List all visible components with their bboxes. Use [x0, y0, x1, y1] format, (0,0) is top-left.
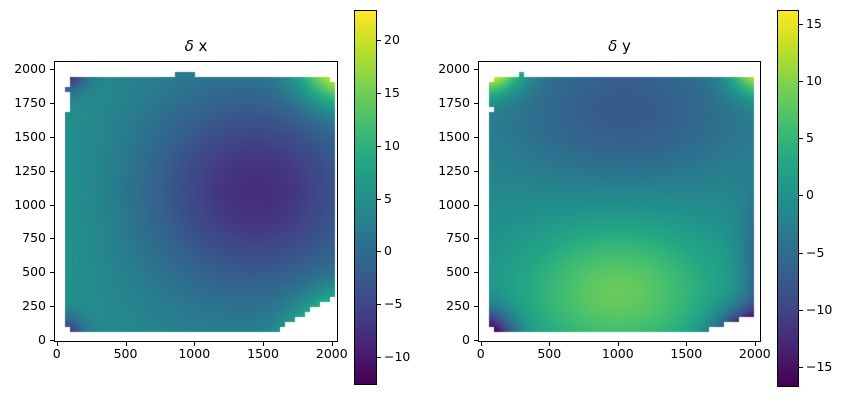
y-tick-label: 1500	[438, 128, 470, 144]
delta-y-colorbar	[777, 10, 799, 387]
colorbar-tick-label: 15	[384, 84, 400, 100]
colorbar-tick-label: 15	[806, 15, 822, 31]
delta-x-colorbar	[354, 10, 377, 385]
y-tick-mark	[474, 238, 478, 240]
colorbar-tick-mark	[377, 304, 381, 306]
y-tick-mark	[474, 136, 478, 138]
y-tick-mark	[50, 204, 54, 206]
delta-x-colorbar-gradient	[355, 11, 376, 384]
colorbar-tick-label: −10	[384, 349, 411, 365]
delta-symbol: δ	[608, 37, 618, 55]
y-tick-label: 250	[446, 298, 470, 314]
y-tick-label: 1000	[14, 196, 46, 212]
delta-symbol: δ	[184, 37, 194, 55]
colorbar-tick-label: 0	[806, 187, 814, 203]
colorbar-tick-label: −5	[384, 296, 403, 312]
x-tick-mark	[549, 342, 551, 346]
colorbar-tick-mark	[799, 23, 803, 25]
y-tick-mark	[50, 102, 54, 104]
y-tick-label: 250	[22, 298, 46, 314]
colorbar-tick-label: 10	[384, 137, 400, 153]
colorbar-tick-mark	[377, 357, 381, 359]
y-tick-label: 1250	[14, 162, 46, 178]
x-tick-mark	[754, 342, 756, 346]
delta-y-colorbar-gradient	[778, 11, 798, 386]
colorbar-tick-mark	[377, 39, 381, 41]
x-tick-label: 2000	[315, 346, 348, 361]
x-tick-label: 1000	[178, 346, 211, 361]
x-tick-mark	[56, 342, 58, 346]
x-tick-mark	[617, 342, 619, 346]
y-tick-label: 1250	[438, 162, 470, 178]
x-tick-label: 0	[476, 346, 485, 361]
colorbar-tick-label: −5	[806, 244, 825, 260]
x-tick-mark	[125, 342, 127, 346]
y-tick-mark	[50, 170, 54, 172]
y-tick-mark	[50, 136, 54, 138]
y-tick-mark	[474, 69, 478, 71]
y-tick-label: 2000	[438, 61, 470, 77]
x-tick-label: 1500	[247, 346, 279, 361]
x-tick-mark	[331, 342, 333, 346]
y-tick-mark	[50, 272, 54, 274]
colorbar-tick-label: −15	[806, 359, 833, 374]
colorbar-tick-label: 10	[806, 73, 822, 89]
x-tick-label: 500	[537, 346, 562, 361]
y-tick-label: 0	[38, 331, 46, 347]
x-tick-label: 2000	[738, 346, 771, 361]
y-tick-label: 750	[446, 230, 470, 246]
y-tick-label: 1750	[438, 94, 470, 110]
y-tick-mark	[474, 272, 478, 274]
y-tick-label: 500	[446, 264, 470, 280]
x-tick-label: 1500	[670, 346, 703, 361]
colorbar-tick-label: 0	[384, 243, 392, 259]
delta-x-axes	[54, 61, 338, 342]
y-tick-label: 1000	[438, 196, 470, 212]
x-tick-mark	[263, 342, 265, 346]
y-tick-label: 1500	[14, 128, 46, 144]
colorbar-tick-mark	[377, 198, 381, 200]
delta-y-title-rest: y	[617, 37, 631, 55]
y-tick-mark	[474, 204, 478, 206]
y-tick-label: 1750	[14, 94, 46, 110]
delta-x-title-rest: x	[193, 37, 208, 55]
x-tick-label: 500	[113, 346, 138, 361]
colorbar-tick-label: 5	[384, 190, 392, 206]
delta-y-axes	[478, 61, 761, 342]
delta-y-heatmap	[479, 62, 760, 341]
colorbar-tick-mark	[799, 367, 803, 368]
y-tick-label: 500	[22, 264, 46, 280]
y-tick-label: 2000	[14, 61, 46, 77]
y-tick-mark	[50, 238, 54, 240]
colorbar-tick-mark	[377, 251, 381, 253]
colorbar-tick-mark	[799, 195, 803, 197]
y-tick-mark	[474, 102, 478, 104]
y-tick-mark	[50, 69, 54, 71]
colorbar-tick-mark	[799, 81, 803, 83]
colorbar-tick-label: 20	[384, 31, 400, 47]
y-tick-mark	[474, 170, 478, 172]
x-tick-mark	[194, 342, 196, 346]
x-tick-label: 1000	[601, 346, 634, 361]
delta-x-title: δ x	[54, 37, 338, 55]
delta-x-heatmap	[55, 62, 337, 341]
y-tick-label: 0	[462, 331, 470, 347]
colorbar-tick-label: −10	[806, 301, 833, 317]
colorbar-tick-mark	[799, 138, 803, 140]
colorbar-tick-mark	[799, 252, 803, 254]
y-tick-label: 750	[22, 230, 46, 246]
x-tick-mark	[686, 342, 688, 346]
y-tick-mark	[50, 306, 54, 308]
x-tick-mark	[480, 342, 482, 346]
x-tick-label: 0	[52, 346, 61, 361]
colorbar-tick-mark	[377, 145, 381, 147]
y-tick-mark	[50, 339, 54, 341]
y-tick-mark	[474, 306, 478, 308]
colorbar-tick-mark	[799, 309, 803, 311]
colorbar-tick-mark	[377, 92, 381, 94]
colorbar-tick-label: 5	[806, 130, 814, 146]
delta-y-title: δ y	[478, 37, 761, 55]
y-tick-mark	[474, 339, 478, 341]
